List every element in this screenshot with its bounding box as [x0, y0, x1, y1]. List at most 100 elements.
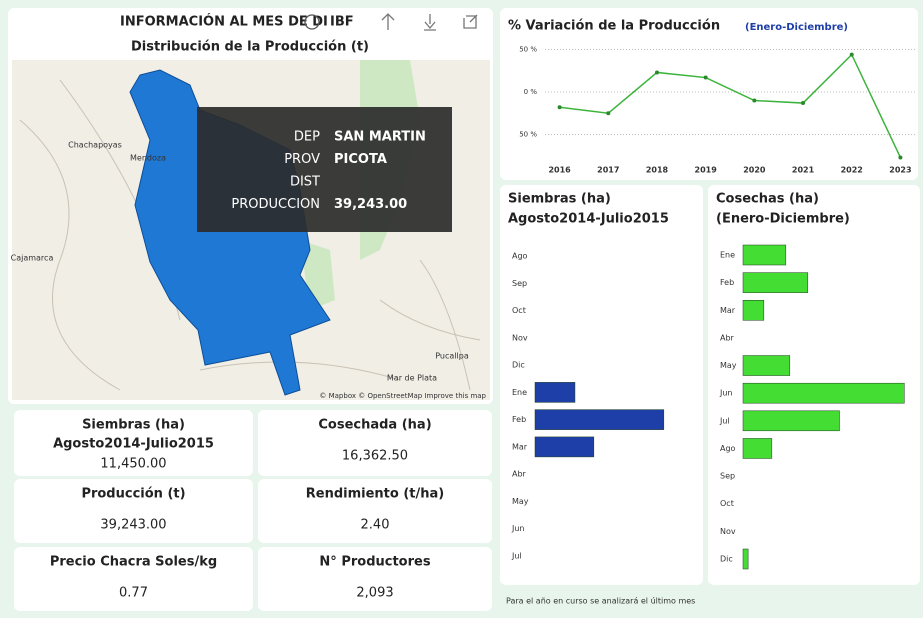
line-point [703, 75, 708, 80]
y-category-label: Abr [720, 333, 735, 342]
line-panel [500, 8, 918, 180]
y-category-label: Ago [720, 444, 736, 453]
y-category-label: Feb [512, 415, 526, 424]
bar [742, 300, 765, 321]
map-place: Mendoza [130, 154, 166, 163]
kpi-card [14, 410, 253, 476]
x-tick-label: 2016 [548, 166, 571, 175]
kpi-value: 16,362.50 [342, 449, 408, 464]
y-category-label: Nov [720, 527, 736, 536]
y-tick-label: 0 % [524, 88, 538, 96]
line-point [752, 98, 757, 103]
y-category-label: Dic [720, 555, 733, 564]
tooltip-value: SAN MARTIN [334, 130, 426, 145]
y-category-label: Sep [512, 279, 527, 288]
bar [742, 382, 905, 404]
y-category-label: Nov [512, 333, 528, 342]
x-tick-label: 2020 [743, 166, 766, 175]
tooltip-label: PRODUCCION [231, 197, 320, 212]
y-category-label: Mar [512, 442, 528, 451]
map-title: Distribución de la Producción (t) [131, 40, 369, 55]
x-tick-label: 2017 [597, 166, 619, 175]
chart-title: % Variación de la Producción [508, 19, 720, 34]
chart-subtitle: (Enero-Diciembre) [745, 22, 848, 33]
bar [534, 409, 665, 430]
y-category-label: Jun [719, 389, 733, 398]
line-series [559, 53, 902, 158]
kpi-label: Precio Chacra Soles/kg [50, 555, 217, 570]
y-category-label: Abr [512, 470, 527, 479]
x-tick-label: 2021 [792, 166, 815, 175]
bar [742, 355, 791, 376]
bar [742, 410, 840, 432]
y-category-label: Oct [720, 499, 734, 508]
x-tick-label: 2019 [695, 166, 718, 175]
kpi-card [14, 479, 253, 543]
map-attribution: © Mapbox © OpenStreetMap Improve this ma… [319, 392, 486, 400]
kpi-value: 2.40 [361, 518, 390, 533]
tooltip-value: 39,243.00 [334, 197, 407, 212]
sort-icon[interactable] [381, 13, 395, 30]
y-category-label: Jun [511, 524, 525, 533]
bar [534, 382, 576, 403]
tooltip [197, 107, 452, 232]
map-place: Mar de Plata [387, 374, 437, 383]
kpi-card [258, 547, 492, 611]
line-point [606, 111, 611, 116]
kpi-label: Siembras (ha) [82, 418, 185, 433]
chart-title: Siembras (ha) [508, 192, 611, 207]
x-tick-label: 2023 [889, 166, 911, 175]
header-fragment: IBF [330, 15, 354, 30]
kpi-label: Producción (t) [81, 487, 185, 502]
bar [742, 244, 787, 266]
kpi-value: 11,450.00 [100, 457, 166, 472]
kpi-card [258, 479, 492, 543]
y-tick-label: 50 % [519, 46, 537, 54]
y-category-label: Ene [512, 388, 527, 397]
bar [742, 548, 749, 570]
chart-title: Cosechas (ha) [716, 192, 819, 207]
footnote: Para el año en curso se analizará el últ… [506, 597, 695, 606]
map-place: Cajamarca [11, 254, 54, 263]
map-roads [19, 79, 481, 391]
siembras-panel [500, 185, 703, 585]
y-category-label: Jul [511, 552, 522, 561]
bar [534, 436, 595, 458]
drill-icon[interactable] [424, 14, 436, 31]
y-category-label: Ene [720, 251, 735, 260]
line-point [557, 105, 562, 110]
kpi-card [258, 410, 492, 476]
kpi-value: 0.77 [119, 586, 148, 601]
y-category-label: Ago [512, 252, 528, 261]
chart-subtitle: Agosto2014-Julio2015 [508, 212, 669, 227]
line-point [849, 52, 854, 57]
tooltip-value: PICOTA [334, 152, 387, 167]
y-category-label: Dic [512, 361, 525, 370]
kpi-card [14, 547, 253, 611]
y-tick-label: 50 % [519, 131, 537, 139]
kpi-label: Cosechada (ha) [318, 418, 431, 433]
focus-icon[interactable] [463, 14, 478, 29]
line-point [898, 155, 903, 160]
bar [742, 272, 809, 293]
map-place: Pucallpa [435, 352, 469, 361]
bar [742, 438, 773, 459]
tooltip-label: DEP [294, 130, 320, 145]
kpi-sublabel: Agosto2014-Julio2015 [53, 437, 214, 452]
kpi-value: 2,093 [356, 586, 393, 601]
help-icon[interactable] [304, 14, 320, 30]
y-category-label: Jul [719, 416, 730, 425]
kpi-value: 39,243.00 [100, 518, 166, 533]
map-place: Chachapoyas [68, 141, 122, 150]
x-tick-label: 2022 [841, 166, 863, 175]
tooltip-label: DIST [290, 175, 320, 190]
y-category-label: Mar [720, 306, 736, 315]
y-category-label: Oct [512, 306, 526, 315]
kpi-label: N° Productores [319, 555, 430, 570]
line-point [801, 101, 806, 106]
line-point [654, 70, 659, 75]
kpi-label: Rendimiento (t/ha) [306, 487, 444, 502]
y-category-label: Feb [720, 278, 734, 287]
